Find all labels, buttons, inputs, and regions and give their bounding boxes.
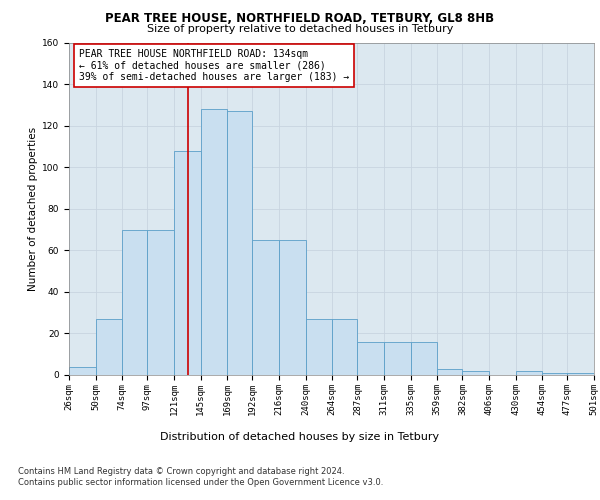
Y-axis label: Number of detached properties: Number of detached properties bbox=[28, 126, 38, 291]
Bar bbox=[515, 371, 542, 375]
Bar bbox=[122, 230, 148, 375]
Bar bbox=[542, 373, 568, 375]
Bar bbox=[253, 240, 279, 375]
Bar bbox=[95, 319, 122, 375]
Bar bbox=[332, 319, 358, 375]
Bar bbox=[227, 111, 253, 375]
Bar bbox=[279, 240, 305, 375]
Text: PEAR TREE HOUSE NORTHFIELD ROAD: 134sqm
← 61% of detached houses are smaller (28: PEAR TREE HOUSE NORTHFIELD ROAD: 134sqm … bbox=[79, 48, 349, 82]
Bar bbox=[305, 319, 332, 375]
Bar bbox=[437, 369, 463, 375]
Bar bbox=[69, 366, 95, 375]
Text: Contains HM Land Registry data © Crown copyright and database right 2024.
Contai: Contains HM Land Registry data © Crown c… bbox=[18, 468, 383, 487]
Bar bbox=[410, 342, 437, 375]
Bar bbox=[384, 342, 410, 375]
Text: Distribution of detached houses by size in Tetbury: Distribution of detached houses by size … bbox=[160, 432, 440, 442]
Bar bbox=[200, 109, 227, 375]
Bar bbox=[148, 230, 174, 375]
Bar bbox=[568, 373, 594, 375]
Text: Size of property relative to detached houses in Tetbury: Size of property relative to detached ho… bbox=[147, 24, 453, 34]
Bar bbox=[358, 342, 384, 375]
Bar bbox=[174, 150, 200, 375]
Bar bbox=[463, 371, 489, 375]
Text: PEAR TREE HOUSE, NORTHFIELD ROAD, TETBURY, GL8 8HB: PEAR TREE HOUSE, NORTHFIELD ROAD, TETBUR… bbox=[106, 12, 494, 26]
